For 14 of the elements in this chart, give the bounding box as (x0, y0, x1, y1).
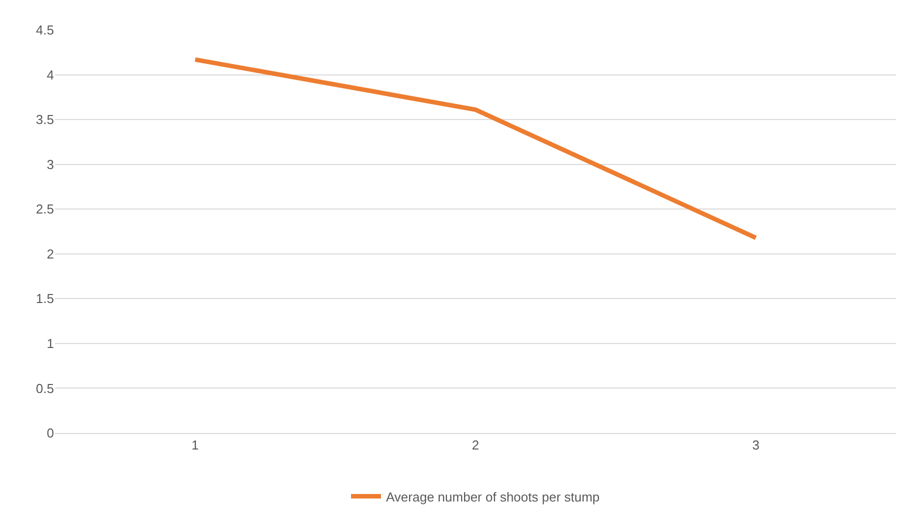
x-tick-label: 3 (752, 438, 760, 453)
y-tick-label: 3 (46, 156, 54, 172)
x-tick-label: 2 (472, 438, 480, 453)
y-tick-label: 1 (46, 336, 54, 351)
y-tick-label: 0 (46, 426, 54, 441)
y-tick-label: 3.5 (36, 112, 54, 128)
y-tick-label: 1.5 (36, 291, 54, 306)
x-tick-label: 1 (192, 438, 199, 453)
legend-label: Average number of shoots per stump (386, 489, 600, 504)
y-tick-label: 4 (46, 67, 54, 82)
y-tick-label: 4.5 (36, 22, 54, 38)
y-tick-label: 0.5 (36, 380, 54, 396)
y-tick-label: 2 (46, 246, 54, 262)
y-tick-label: 2.5 (36, 202, 54, 217)
